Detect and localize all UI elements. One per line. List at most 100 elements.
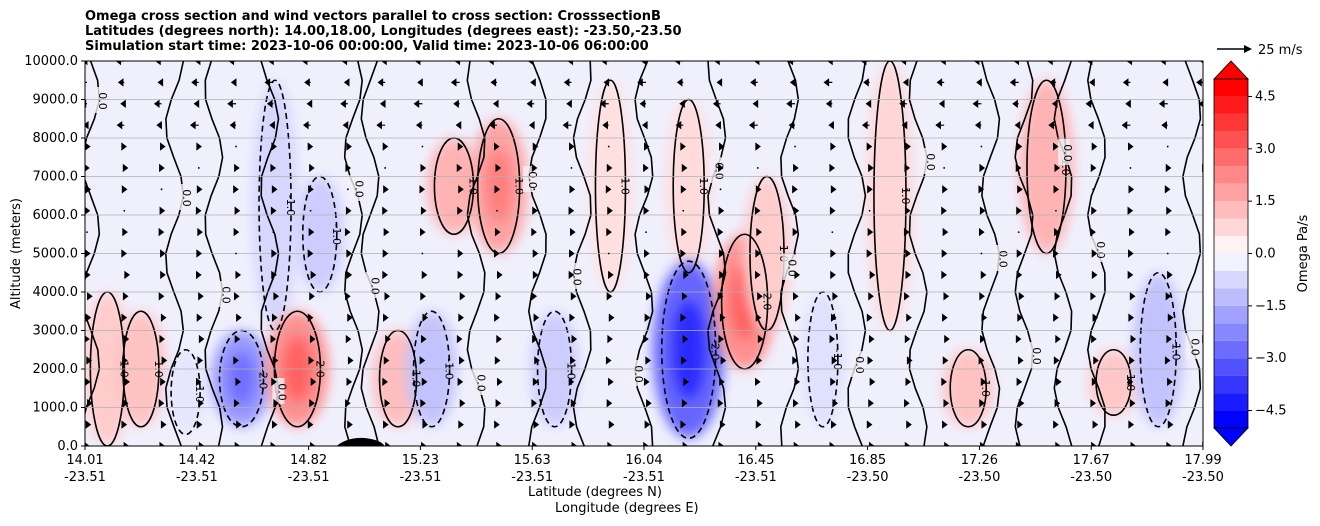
wind-vector xyxy=(1051,99,1058,108)
colorbar-band xyxy=(1214,340,1248,359)
contour-label: 2.0 xyxy=(313,360,326,378)
wind-vector xyxy=(308,227,315,237)
wind-vector xyxy=(161,356,168,365)
colorbar-tick-label: 0.0 xyxy=(1255,247,1276,262)
contour-label: -1.0 xyxy=(831,349,844,370)
wind-vector xyxy=(233,399,240,408)
wind-vector xyxy=(197,227,203,237)
omega-cell xyxy=(295,176,344,292)
wind-vector xyxy=(568,270,575,280)
wind-vector xyxy=(85,270,91,280)
zero-contour xyxy=(981,61,1001,446)
colorbar-tick-label: 1.5 xyxy=(1255,194,1276,209)
wind-vector xyxy=(450,78,460,87)
wind-vector xyxy=(193,99,200,108)
wind-vector xyxy=(571,441,578,446)
wind-vector xyxy=(794,145,796,148)
contour-label-bg xyxy=(216,281,229,307)
wind-vector xyxy=(756,356,763,365)
wind-vector xyxy=(602,120,609,130)
wind-vector xyxy=(453,99,460,108)
omega-cell xyxy=(1019,80,1074,254)
wind-vector xyxy=(159,441,166,446)
wind-vector xyxy=(124,377,130,387)
wind-vector xyxy=(1016,142,1023,151)
contour-line xyxy=(476,117,521,255)
wind-vector xyxy=(527,61,535,66)
contour-label-bg xyxy=(567,263,580,289)
wind-vector xyxy=(196,313,203,322)
wind-vector xyxy=(120,99,126,108)
wind-vector xyxy=(347,420,353,429)
contour-label: 1.0 xyxy=(410,370,423,388)
wind-vector xyxy=(607,206,613,215)
wind-vector xyxy=(1009,78,1019,87)
wind-vector xyxy=(495,163,502,173)
wind-vector xyxy=(1129,292,1136,301)
wind-vector xyxy=(529,120,535,130)
contour-label: 2.0 xyxy=(761,293,774,311)
wind-vector xyxy=(1013,61,1020,66)
omega-cell xyxy=(469,118,528,254)
contour-line xyxy=(536,310,573,428)
wind-vector xyxy=(719,420,726,429)
wind-vector xyxy=(719,270,725,280)
wind-vector xyxy=(457,377,464,387)
wind-vector xyxy=(828,120,834,130)
wind-vector xyxy=(454,61,461,66)
wind-vector xyxy=(85,206,91,215)
wind-vector xyxy=(85,377,91,386)
wind-vector xyxy=(868,209,871,212)
wind-vector xyxy=(972,99,982,108)
colorbar-band xyxy=(1214,131,1248,149)
wind-vector xyxy=(1126,61,1133,66)
wind-vector xyxy=(830,142,836,151)
omega-cell xyxy=(211,330,272,427)
contour-line xyxy=(258,79,292,332)
wind-vector xyxy=(384,292,391,301)
wind-vector xyxy=(683,377,689,387)
wind-vector xyxy=(121,313,128,322)
contour-line xyxy=(301,175,338,293)
contour-label: 0.0 xyxy=(997,250,1010,268)
zero-contour xyxy=(1086,61,1106,446)
wind-vector xyxy=(1129,167,1132,169)
wind-vector xyxy=(458,313,464,322)
omega-cell xyxy=(1088,349,1139,416)
wind-vector xyxy=(569,185,576,194)
contour-label-bg xyxy=(1091,236,1104,262)
wind-vector xyxy=(869,270,876,280)
wind-vector xyxy=(343,78,350,87)
contour-label-bg xyxy=(993,245,1006,271)
contour-label-bg xyxy=(920,148,933,174)
wind-vector xyxy=(196,142,202,151)
wind-vector xyxy=(196,377,202,387)
wind-vector xyxy=(1205,293,1210,299)
wind-vector xyxy=(904,163,911,173)
wind-vector xyxy=(719,142,725,151)
wind-vector xyxy=(719,313,726,322)
wind-vector xyxy=(195,206,202,215)
wind-vector xyxy=(85,249,91,258)
wind-vector xyxy=(1166,252,1169,255)
x-tick-label-lat: 14.82 xyxy=(290,453,327,468)
y-tick-label: 10000.0 xyxy=(24,54,78,69)
wind-vector xyxy=(123,441,130,446)
wind-vector xyxy=(866,313,873,322)
contour-label: 0.0 xyxy=(526,171,539,189)
wind-vector xyxy=(530,78,536,87)
wind-vector xyxy=(679,99,685,108)
wind-vector xyxy=(158,292,165,301)
wind-vector xyxy=(384,399,391,408)
zero-contour xyxy=(847,61,867,446)
wind-vector xyxy=(85,81,87,83)
wind-vector xyxy=(605,356,612,365)
zero-contour xyxy=(1014,61,1034,446)
wind-vector xyxy=(716,78,723,87)
wind-vector xyxy=(607,441,613,446)
wind-vector xyxy=(1130,334,1137,344)
contour-label: 0.0 xyxy=(275,383,288,401)
colorbar-band xyxy=(1214,218,1248,237)
y-tick-label: 0.0 xyxy=(57,439,78,454)
